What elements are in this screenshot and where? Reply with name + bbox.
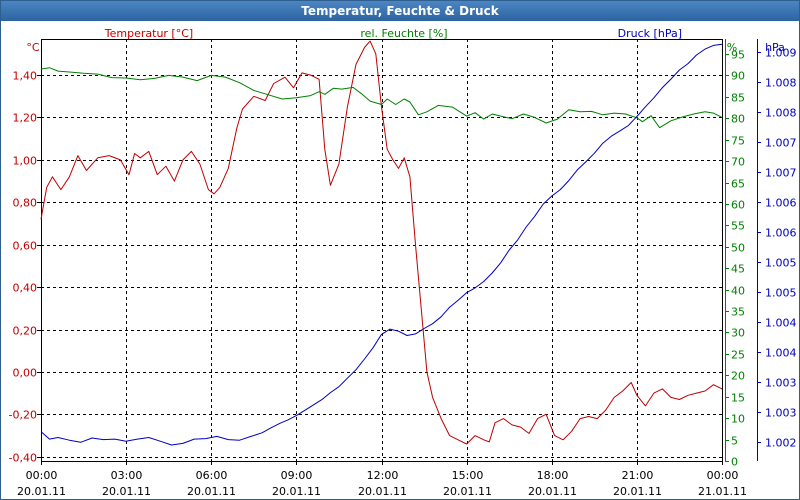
y-tick-label-pressure: 1.006	[765, 227, 797, 240]
x-tick-label-time: 09:00	[281, 469, 313, 482]
y-tick-label-pressure: 1.004	[765, 347, 797, 360]
y-tick-label-pressure: 1.007	[765, 167, 797, 180]
x-tick-label-time: 06:00	[196, 469, 228, 482]
y-tick-label-temperature: -0,20	[9, 409, 37, 422]
y-tick-label-temperature: 1,00	[13, 155, 38, 168]
x-tick-label-date: 20.01.11	[272, 485, 321, 498]
humidity-unit-label: %	[727, 41, 737, 54]
y-tick-label-pressure: 1.003	[765, 377, 797, 390]
y-tick-label-humidity: 25	[731, 349, 745, 362]
y-tick-label-temperature: 0,40	[13, 282, 38, 295]
y-tick-label-humidity: 65	[731, 178, 745, 191]
y-tick-label-humidity: 90	[731, 70, 745, 83]
y-tick-label-humidity: 30	[731, 327, 745, 340]
humidity-axis-title: rel. Feuchte [%]	[360, 27, 447, 40]
x-tick-label-time: 18:00	[537, 469, 569, 482]
y-tick-label-pressure: 1.007	[765, 137, 797, 150]
pressure-unit-label: hPa	[765, 41, 785, 54]
y-tick-label-humidity: 5	[731, 435, 738, 448]
y-tick-label-humidity: 45	[731, 263, 745, 276]
x-tick-label-date: 20.01.11	[528, 485, 577, 498]
axes	[37, 39, 761, 465]
chart-plot-svg: 00:00 20.01.11 03:00 20.01.11 06:00 20.01.11 0…	[9, 27, 797, 498]
y-tick-label-temperature: 0,20	[13, 325, 38, 338]
y-tick-label-humidity: 80	[731, 113, 745, 126]
y-tick-label-humidity: 15	[731, 392, 745, 405]
y-tick-label-pressure: 1.003	[765, 407, 797, 420]
y-tick-label-temperature: -0,40	[9, 452, 37, 465]
series-layer	[40, 40, 723, 446]
x-tick-label-time: 21:00	[622, 469, 654, 482]
x-tick-label-date: 20.01.11	[102, 485, 151, 498]
pressure-axis-title: Druck [hPa]	[618, 27, 682, 40]
temperature-axis-title: Temperatur [°C]	[104, 27, 193, 40]
x-tick-label-time: 12:00	[367, 469, 399, 482]
window-title: Temperatur, Feuchte & Druck	[1, 1, 799, 21]
x-tick-label-time: 00:00	[26, 469, 58, 482]
y-tick-label-humidity: 85	[731, 92, 745, 105]
x-tick-label-date: 20.01.11	[358, 485, 407, 498]
x-tick-label-date: 20.01.11	[613, 485, 662, 498]
x-tick-label-date: 20.01.11	[17, 485, 66, 498]
x-tick-label-date: 20.01.11	[443, 485, 492, 498]
x-tick-label-time: 03:00	[111, 469, 143, 482]
y-tick-label-humidity: 75	[731, 135, 745, 148]
x-tick-label-time: 15:00	[452, 469, 484, 482]
y-tick-label-humidity: 60	[731, 199, 745, 212]
y-tick-label-humidity: 20	[731, 370, 745, 383]
y-tick-label-humidity: 50	[731, 242, 745, 255]
y-tick-label-pressure: 1.004	[765, 317, 797, 330]
y-tick-label-temperature: 0,60	[13, 240, 38, 253]
y-tick-label-pressure: 1.009	[765, 47, 797, 60]
series-line-humidity	[40, 67, 723, 129]
y-tick-label-temperature: 1,40	[13, 70, 38, 83]
y-tick-label-pressure: 1.006	[765, 197, 797, 210]
x-tick-label-date: 21.01.11	[698, 485, 747, 498]
y-tick-label-humidity: 40	[731, 285, 745, 298]
tick-labels: 00:00 20.01.11 03:00 20.01.11 06:00 20.01.11 0…	[9, 27, 797, 498]
x-tick-label-time: 00:00	[707, 469, 739, 482]
grid-lines	[41, 39, 722, 461]
y-tick-label-pressure: 1.005	[765, 257, 797, 270]
y-tick-label-humidity: 0	[731, 456, 738, 469]
y-tick-label-pressure: 1.005	[765, 287, 797, 300]
y-tick-label-temperature: 0,80	[13, 197, 38, 210]
y-tick-label-humidity: 70	[731, 156, 745, 169]
y-tick-label-pressure: 1.008	[765, 107, 797, 120]
y-tick-label-temperature: 1,20	[13, 112, 38, 125]
x-tick-label-date: 20.01.11	[187, 485, 236, 498]
y-tick-label-humidity: 95	[731, 49, 745, 62]
y-tick-label-humidity: 35	[731, 306, 745, 319]
series-line-temperature	[40, 40, 723, 445]
y-tick-label-humidity: 10	[731, 413, 745, 426]
y-tick-label-pressure: 1.002	[765, 437, 797, 450]
y-tick-label-temperature: 0,00	[13, 367, 38, 380]
series-line-pressure	[40, 43, 723, 446]
temperature-unit-label: °C	[26, 41, 40, 54]
plot-frame	[41, 39, 723, 462]
y-tick-label-pressure: 1.008	[765, 77, 797, 90]
y-tick-label-humidity: 55	[731, 220, 745, 233]
